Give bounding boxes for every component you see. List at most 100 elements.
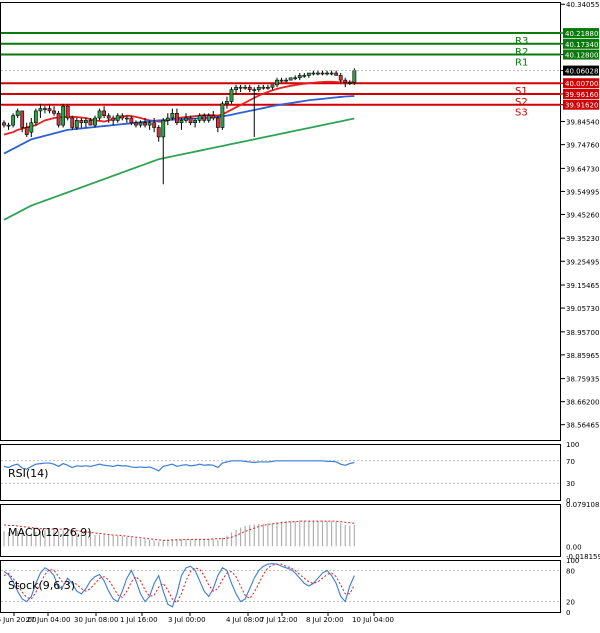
time-tick-label: 8 Jul 20:00 — [306, 616, 344, 624]
rsi-panel[interactable]: 100 70 30 0 RSI(14) — [1, 441, 579, 505]
candle-body[interactable] — [52, 110, 56, 114]
candle-body[interactable] — [129, 117, 134, 124]
candle-body[interactable] — [197, 115, 202, 121]
candle-body[interactable] — [270, 84, 275, 88]
candle-body[interactable] — [297, 75, 302, 79]
candle-body[interactable] — [188, 117, 193, 124]
candle-body[interactable] — [24, 127, 29, 135]
candle-body[interactable] — [302, 75, 307, 77]
candle-body[interactable] — [275, 79, 279, 86]
candle-body[interactable] — [234, 86, 238, 90]
level-price-box — [563, 28, 599, 39]
price-panel[interactable]: 40.34055 40.21880 40.17340 40.12800 40.06028… — [1, 1, 599, 430]
candle-body[interactable] — [38, 108, 43, 112]
candle-body[interactable] — [11, 115, 16, 126]
candle-body[interactable] — [120, 115, 125, 119]
candle-body[interactable] — [170, 112, 175, 119]
candle-body[interactable] — [247, 86, 252, 90]
candle-body[interactable] — [134, 122, 138, 126]
candle-body[interactable] — [252, 89, 257, 91]
stochastic-panel[interactable]: 100 80 20 0 Stock(9,6,3) — [1, 557, 579, 617]
candle-body[interactable] — [306, 72, 311, 76]
candle-body[interactable] — [175, 112, 179, 124]
candle-body[interactable] — [343, 79, 348, 83]
candle-body[interactable] — [47, 108, 52, 112]
rsi-tick-label: 30 — [566, 480, 575, 488]
candle-body[interactable] — [15, 110, 20, 116]
candle-body[interactable] — [6, 124, 11, 127]
candle-body[interactable] — [316, 72, 320, 75]
candle-body[interactable] — [211, 115, 216, 119]
candle-body[interactable] — [243, 86, 248, 89]
candle-body[interactable] — [279, 79, 284, 82]
macd-panel[interactable]: 0.079108 0.00 -0.018159 MACD(12,26,9) — [3, 501, 600, 561]
candle-body[interactable] — [338, 75, 343, 81]
price-tick-label: 39.15465 — [566, 282, 599, 290]
candle-body[interactable] — [156, 127, 161, 138]
candle-body[interactable] — [165, 117, 170, 121]
candle-body[interactable] — [79, 120, 84, 124]
candle-body[interactable] — [206, 115, 211, 121]
candle-body[interactable] — [265, 86, 270, 89]
candle-body[interactable] — [65, 105, 70, 119]
candle-body[interactable] — [93, 117, 97, 126]
candle-body[interactable] — [124, 117, 129, 120]
candle-body[interactable] — [311, 72, 316, 75]
level-price-box — [563, 99, 599, 110]
stoch-title: Stock(9,6,3) — [8, 579, 75, 592]
candle-body[interactable] — [220, 103, 225, 128]
candle-body[interactable] — [325, 72, 329, 75]
stoch-tick-label: 20 — [566, 599, 575, 607]
stoch-signal-line — [3, 563, 355, 604]
candle-body[interactable] — [334, 72, 339, 76]
candle-body[interactable] — [29, 122, 34, 133]
candle-body[interactable] — [20, 110, 25, 128]
candle-body[interactable] — [74, 120, 79, 128]
candle-body[interactable] — [88, 120, 93, 126]
candle-body[interactable] — [70, 117, 75, 128]
candle-body[interactable] — [320, 72, 325, 75]
candle-body[interactable] — [229, 89, 234, 102]
candle-body[interactable] — [33, 110, 38, 124]
ma-fast-line — [3, 80, 355, 136]
candle-body[interactable] — [115, 115, 120, 121]
candle-body[interactable] — [56, 112, 61, 126]
candle-body[interactable] — [97, 110, 102, 119]
candle-body[interactable] — [215, 117, 220, 128]
candle-body[interactable] — [138, 122, 143, 126]
candle-body[interactable] — [61, 105, 66, 126]
candle-body[interactable] — [147, 122, 152, 126]
rsi-tick-label: 70 — [566, 458, 575, 466]
candle-body[interactable] — [347, 82, 352, 84]
candle-body[interactable] — [225, 101, 229, 105]
candle-body[interactable] — [106, 115, 111, 119]
candle-body[interactable] — [352, 70, 357, 83]
price-tick-label: 39.64730 — [566, 165, 599, 173]
candle-body[interactable] — [152, 122, 157, 128]
macd-title: MACD(12,26,9) — [8, 526, 92, 539]
time-tick-label: 4 Jul 08:00 — [226, 616, 264, 624]
candle-body[interactable] — [161, 120, 166, 138]
candle-body[interactable] — [256, 86, 261, 90]
candle-body[interactable] — [111, 117, 116, 121]
price-tick-label: 38.95700 — [566, 329, 599, 337]
candle-body[interactable] — [184, 117, 188, 121]
current-price-label: 40.06028 — [565, 68, 598, 76]
candle-body[interactable] — [193, 120, 198, 124]
level-price-box — [563, 88, 599, 99]
candle-body[interactable] — [179, 120, 184, 124]
candle-body[interactable] — [102, 110, 107, 116]
candle-body[interactable] — [284, 79, 289, 82]
price-tick-label: 39.45260 — [566, 211, 599, 219]
candle-body[interactable] — [329, 72, 334, 75]
candle-body[interactable] — [143, 122, 147, 126]
candle-body[interactable] — [202, 115, 207, 121]
candle-body[interactable] — [293, 77, 298, 80]
candle-body[interactable] — [238, 86, 243, 89]
candle-body[interactable] — [261, 86, 266, 89]
level-price-label: 40.12800 — [565, 52, 598, 60]
candle-body[interactable] — [43, 108, 47, 110]
candle-body[interactable] — [2, 122, 6, 126]
candle-body[interactable] — [288, 77, 293, 81]
candle-body[interactable] — [84, 120, 88, 124]
